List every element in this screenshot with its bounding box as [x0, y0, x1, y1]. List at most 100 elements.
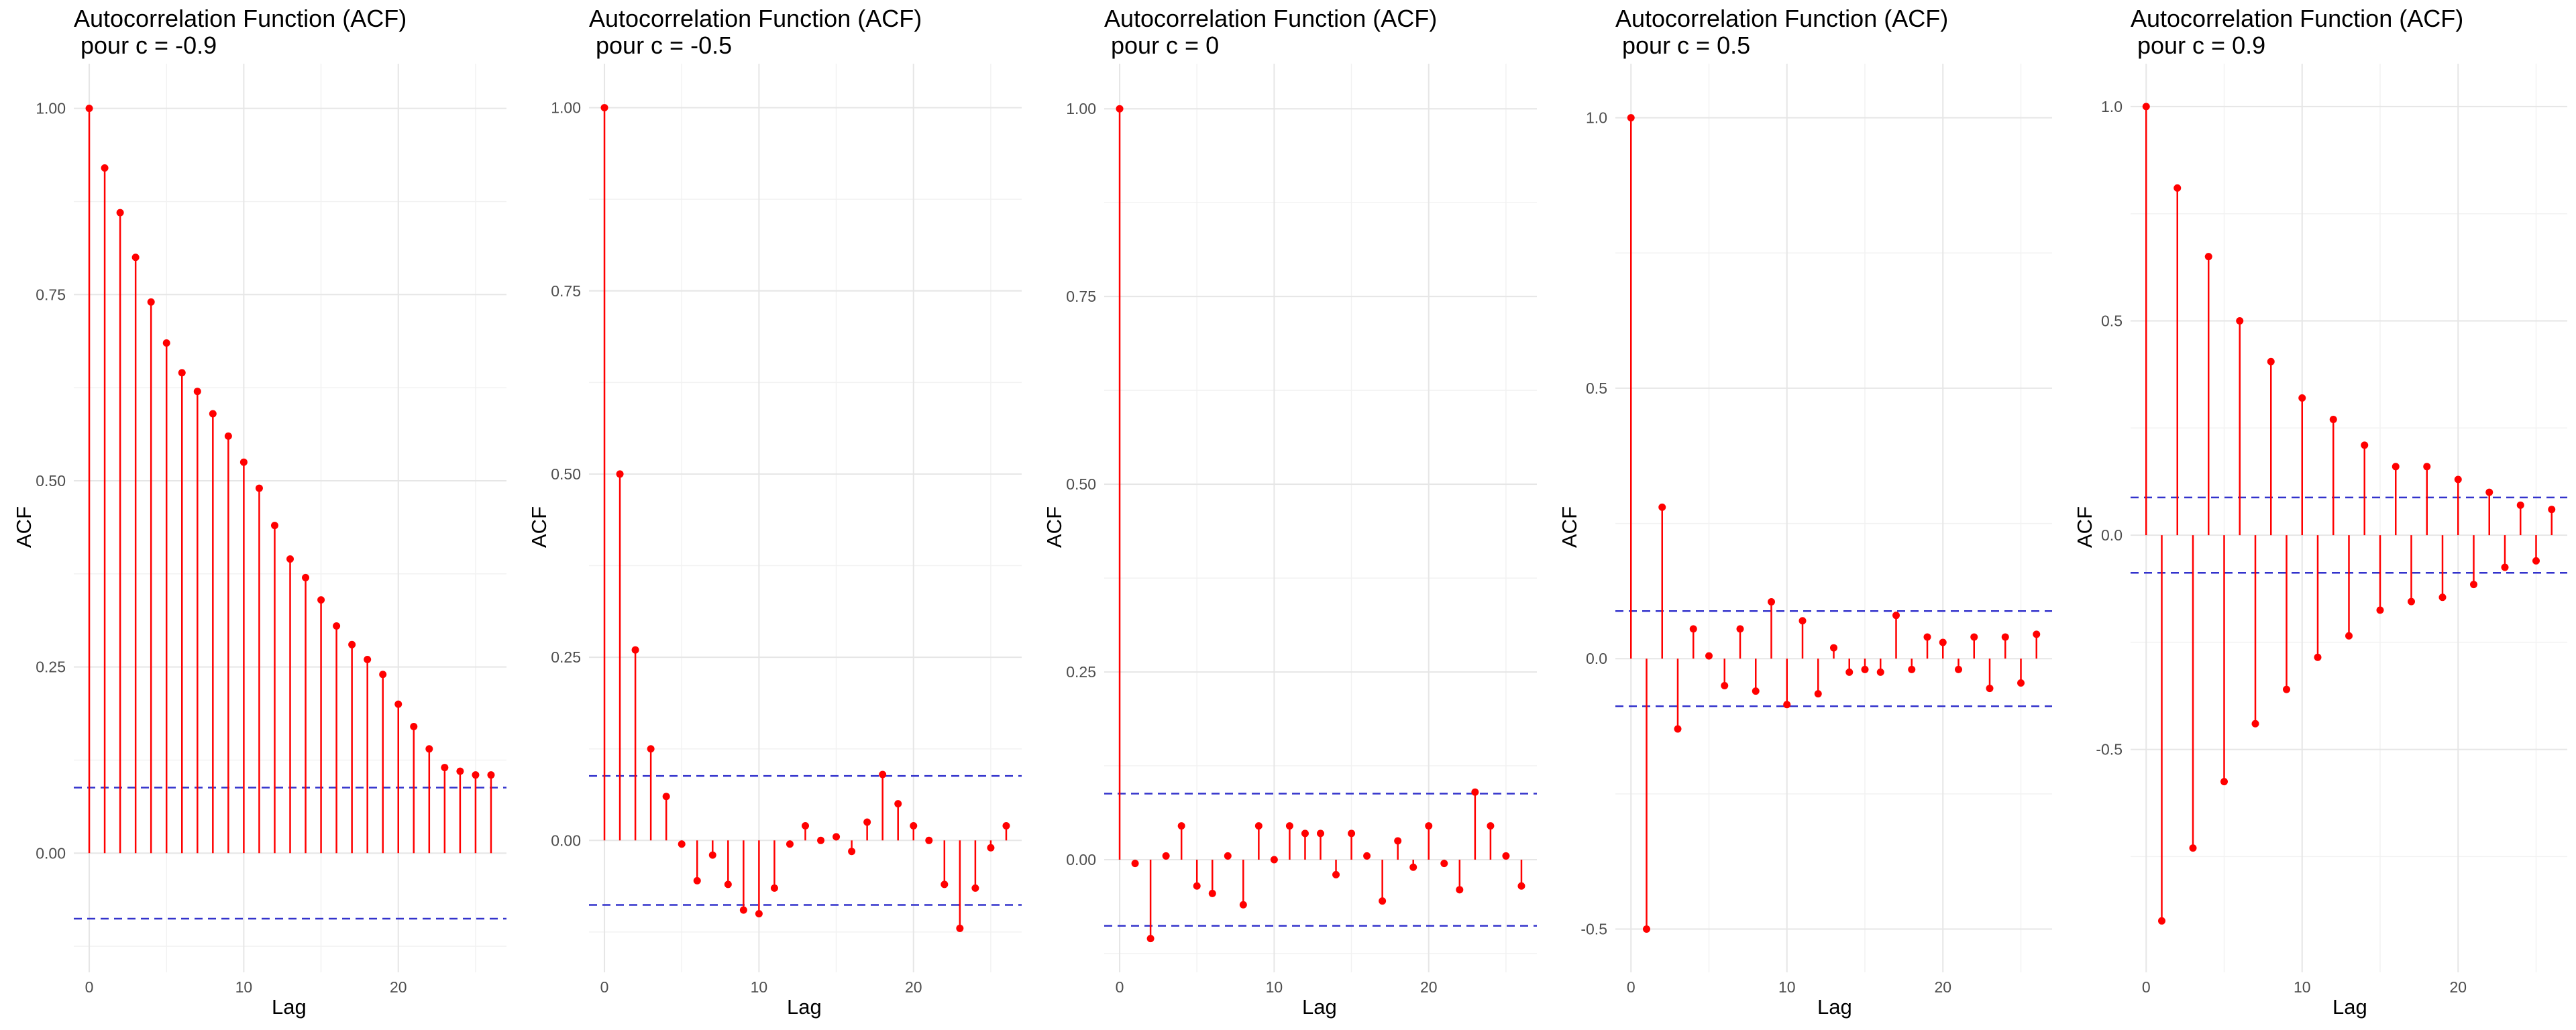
acf-point [255, 484, 263, 492]
acf-point [693, 876, 701, 884]
acf-point [1768, 598, 1775, 606]
acf-point [1752, 687, 1760, 695]
y-tick-label: 1.0 [1586, 109, 1607, 127]
chart-title: Autocorrelation Function (ACF) pour c = … [589, 5, 922, 59]
acf-point [441, 764, 449, 772]
chart-title: Autocorrelation Function (ACF) pour c = … [1104, 5, 1438, 59]
y-tick-label: 0.5 [1586, 380, 1607, 397]
acf-point [1689, 625, 1697, 633]
acf-point [1517, 882, 1525, 890]
acf-point [317, 596, 325, 604]
acf-point [131, 253, 140, 262]
chart-title: Autocorrelation Function (ACF) pour c = … [74, 5, 407, 59]
acf-point [394, 700, 402, 708]
acf-point [2314, 653, 2322, 661]
acf-point [1348, 829, 1356, 838]
acf-point [1892, 612, 1900, 620]
acf-point [2283, 685, 2290, 693]
acf-point [1409, 863, 1417, 871]
acf-point [1002, 821, 1010, 829]
acf-point [348, 640, 356, 648]
acf-panel-c-0-5: Autocorrelation Function (ACF) pour c = … [1546, 0, 2061, 1030]
acf-point [2392, 463, 2400, 471]
x-axis-label: Lag [272, 995, 307, 1019]
acf-point [1502, 852, 1510, 860]
acf-point [101, 164, 109, 172]
acf-point [2142, 103, 2150, 111]
x-tick-label: 10 [751, 978, 768, 996]
y-tick-label: 0.25 [36, 659, 66, 676]
acf-point [833, 833, 841, 841]
acf-panel-c-minus-0-9: Autocorrelation Function (ACF) pour c = … [0, 0, 515, 1030]
y-tick-label: 1.00 [36, 100, 66, 117]
acf-point [1162, 852, 1170, 860]
acf-point [987, 844, 995, 852]
y-tick-label: 0.50 [551, 465, 581, 483]
acf-point [1658, 503, 1666, 511]
acf-point [2423, 463, 2431, 471]
acf-point [2204, 253, 2212, 261]
x-tick-label: 20 [390, 978, 407, 996]
y-tick-label: 0.75 [551, 282, 581, 300]
acf-point [1177, 822, 1185, 830]
acf-point [302, 573, 310, 581]
acf-point [2516, 501, 2524, 509]
acf-point [116, 209, 124, 217]
x-tick-label: 0 [1116, 978, 1124, 996]
acf-point [456, 767, 464, 775]
y-tick-label: 0.75 [36, 286, 66, 303]
acf-point [1908, 665, 1916, 673]
acf-point [2158, 917, 2165, 925]
y-tick-label: 0.0 [2101, 526, 2123, 544]
chart-title: Autocorrelation Function (ACF) pour c = … [2131, 5, 2464, 59]
acf-point [2017, 679, 2025, 687]
acf-panel-c-minus-0-5: Autocorrelation Function (ACF) pour c = … [515, 0, 1030, 1030]
chart-title: Autocorrelation Function (ACF) pour c = … [1615, 5, 1949, 59]
acf-point [2532, 557, 2540, 565]
acf-plot: 0.00 0.25 0.50 0.75 1.00 0 10 20 [36, 64, 506, 996]
acf-point [1970, 633, 1978, 641]
acf-point [224, 432, 232, 440]
acf-point [410, 722, 418, 730]
acf-point [1440, 860, 1448, 868]
acf-point [1456, 886, 1464, 894]
acf-point [2251, 720, 2259, 728]
acf-point [1146, 935, 1155, 943]
acf-point [2548, 506, 2556, 514]
y-tick-label: 0.25 [1066, 663, 1096, 681]
acf-point [863, 818, 871, 826]
acf-point [971, 884, 979, 892]
acf-point [1270, 856, 1278, 864]
acf-point [1674, 725, 1682, 733]
acf-point [786, 840, 794, 848]
acf-point [1643, 925, 1650, 933]
y-tick-label: 1.00 [1066, 100, 1096, 117]
acf-point [364, 656, 372, 664]
x-tick-label: 0 [600, 978, 609, 996]
acf-point [941, 880, 949, 889]
acf-point [2174, 184, 2182, 192]
acf-point [2454, 475, 2462, 483]
acf-point [270, 522, 278, 530]
acf-point [1955, 665, 1962, 673]
acf-point [770, 884, 778, 892]
acf-plot: -0.5 0.0 0.5 1.0 0 10 20 [1580, 64, 2052, 996]
acf-point [1224, 852, 1232, 860]
acf-point [1208, 889, 1216, 897]
acf-point [894, 800, 902, 808]
acf-point [1116, 105, 1124, 113]
x-axis-label: Lag [1817, 995, 1852, 1019]
y-tick-label: 1.0 [2101, 98, 2123, 115]
y-tick-label: 0.5 [2101, 312, 2123, 329]
acf-point [879, 770, 887, 779]
y-tick-label: 0.25 [551, 648, 581, 666]
acf-point [724, 880, 732, 889]
acf-point [2485, 488, 2493, 496]
x-tick-label: 0 [2142, 978, 2151, 996]
acf-point [2361, 441, 2369, 449]
acf-point [2470, 581, 2477, 589]
acf-point [1783, 701, 1791, 709]
acf-point [2329, 415, 2337, 423]
acf-point [1736, 625, 1744, 633]
